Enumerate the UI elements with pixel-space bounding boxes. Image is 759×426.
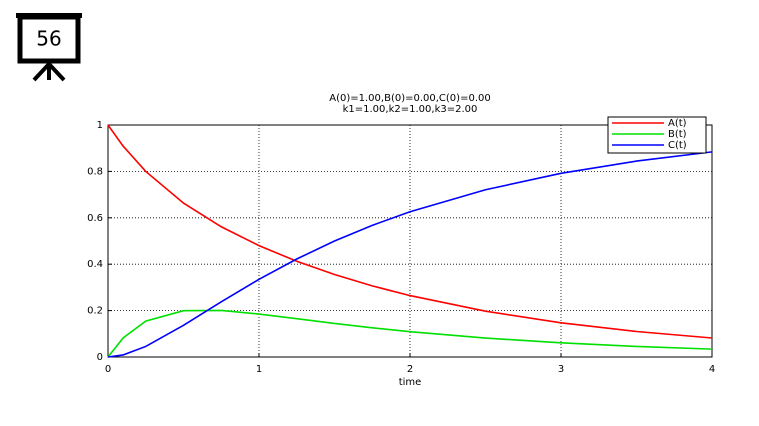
y-tick-label: 0.4 <box>87 259 103 270</box>
legend-label: C(t) <box>668 140 687 151</box>
y-tick-label: 0.8 <box>87 166 103 177</box>
series-line <box>107 151 713 358</box>
series-line <box>107 309 713 358</box>
chart-title: A(0)=1.00,B(0)=0.00,C(0)=0.00 <box>329 93 490 104</box>
plot-frame <box>107 124 713 358</box>
y-tick-label: 0 <box>97 352 103 363</box>
series-line <box>107 124 713 339</box>
y-tick-label: 0.6 <box>87 213 103 224</box>
slide-number: 56 <box>36 27 61 51</box>
x-tick-label: 3 <box>558 364 564 375</box>
icon-bar <box>16 13 82 18</box>
x-tick-label: 4 <box>709 364 715 375</box>
y-tick-label: 1 <box>97 120 103 131</box>
x-tick-label: 0 <box>105 364 111 375</box>
x-tick-label: 1 <box>256 364 262 375</box>
x-axis-label: time <box>399 377 422 388</box>
icon-leg <box>32 62 51 82</box>
x-tick-label: 2 <box>407 364 413 375</box>
legend-label: A(t) <box>668 118 687 129</box>
icon-leg <box>47 62 66 82</box>
slide-icon: 56 <box>16 13 82 82</box>
y-tick-label: 0.2 <box>87 306 103 317</box>
chart-subtitle: k1=1.00,k2=1.00,k3=2.00 <box>343 104 478 115</box>
legend-label: B(t) <box>668 129 687 140</box>
